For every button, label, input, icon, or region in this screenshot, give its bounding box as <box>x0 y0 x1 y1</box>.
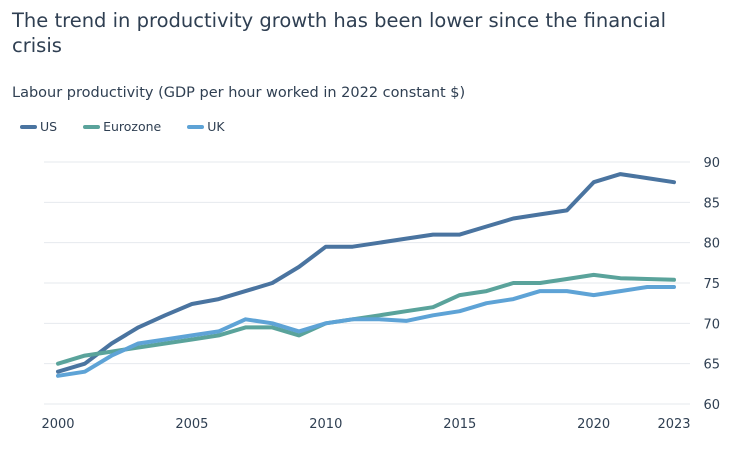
x-tick-label: 2020 <box>577 417 610 432</box>
y-tick-label: 90 <box>703 156 720 171</box>
legend-item-uk: UK <box>187 119 225 134</box>
chart-title: The trend in productivity growth has bee… <box>12 9 667 57</box>
x-tick-label: 2000 <box>41 417 74 432</box>
x-axis-ticks: 2000 2005 2010 2015 2020 2023 <box>41 417 690 432</box>
series-lines <box>56 172 676 378</box>
x-tick-label: 2023 <box>657 417 690 432</box>
legend-swatch-uk <box>187 124 205 129</box>
gridlines <box>44 161 690 405</box>
x-tick-label: 2015 <box>443 417 476 432</box>
legend-item-eurozone: Eurozone <box>83 119 161 134</box>
y-tick-label: 65 <box>703 358 720 373</box>
chart-subtitle: Labour productivity (GDP per hour worked… <box>12 85 466 101</box>
y-tick-label: 60 <box>703 398 720 413</box>
series-line-us <box>56 172 676 374</box>
x-tick-label: 2010 <box>309 417 342 432</box>
legend-item-us: US <box>20 119 57 134</box>
legend-label-uk: UK <box>207 119 225 134</box>
y-axis-ticks: 60 65 70 75 80 85 90 <box>703 156 720 413</box>
legend-label-us: US <box>40 119 58 134</box>
legend: US Eurozone UK <box>20 119 251 134</box>
legend-label-eurozone: Eurozone <box>103 119 162 134</box>
y-tick-label: 75 <box>703 277 720 292</box>
y-tick-label: 85 <box>703 196 720 211</box>
y-tick-label: 70 <box>703 317 720 332</box>
legend-swatch-us <box>20 124 37 129</box>
x-tick-label: 2005 <box>175 417 208 432</box>
legend-swatch-eurozone <box>83 124 101 129</box>
y-tick-label: 80 <box>703 237 720 252</box>
series-line-uk <box>56 285 676 378</box>
